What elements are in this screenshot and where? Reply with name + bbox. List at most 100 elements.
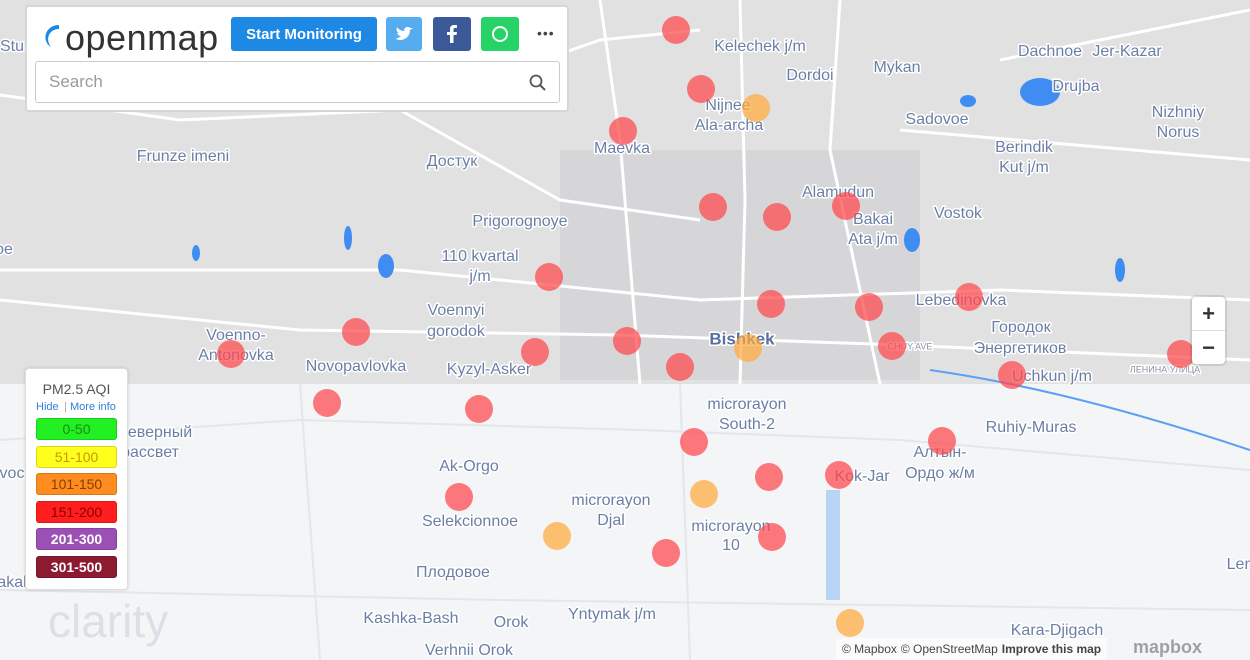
river (929, 369, 1250, 451)
facebook-glyph (447, 25, 457, 43)
sensor-marker[interactable] (543, 522, 571, 550)
place-label: Достук (427, 153, 478, 170)
sensor-marker[interactable] (755, 463, 783, 491)
sensor-marker[interactable] (855, 293, 883, 321)
start-monitoring-button[interactable]: Start Monitoring (231, 17, 377, 51)
place-label: Kyzyl-Asker (447, 361, 532, 378)
search-icon[interactable] (529, 74, 547, 92)
place-label: Ala-archa (695, 117, 764, 134)
sensor-marker[interactable] (742, 94, 770, 122)
sensor-marker[interactable] (662, 16, 690, 44)
whatsapp-glyph (492, 26, 508, 42)
roads-faded (0, 383, 1250, 660)
sensor-marker[interactable] (734, 334, 762, 362)
road (999, 8, 1250, 62)
sensor-marker[interactable] (313, 389, 341, 417)
search-placeholder: Search (49, 72, 103, 91)
zoom-out[interactable]: − (1202, 334, 1215, 360)
sensor-markers (217, 16, 1195, 637)
sensor-marker[interactable] (699, 193, 727, 221)
place-label: Плодовое (416, 564, 490, 581)
place-label: Энергетиков (974, 340, 1067, 357)
lake (344, 226, 352, 250)
mapbox-logo[interactable]: mapbox (1133, 637, 1203, 657)
sensor-marker[interactable] (836, 609, 864, 637)
whatsapp-button[interactable] (481, 17, 519, 51)
place-label: Kelechek j/m (714, 38, 806, 55)
place-label: Yntymak j/m (568, 606, 656, 623)
logo-text: openmap (65, 17, 219, 58)
road (399, 108, 701, 222)
legend-range: 301-500 (36, 556, 117, 578)
sensor-marker[interactable] (763, 203, 791, 231)
sensor-marker[interactable] (535, 263, 563, 291)
place-label: Verhnii Orok (425, 642, 514, 659)
lake (192, 245, 200, 261)
facebook-button[interactable] (433, 17, 471, 51)
attribution-improve[interactable]: Improve this map (1001, 642, 1102, 656)
legend-title: PM2.5 AQI (42, 381, 111, 397)
more-menu[interactable]: ••• (537, 25, 555, 41)
sensor-marker[interactable] (928, 427, 956, 455)
sensor-marker[interactable] (680, 428, 708, 456)
sensor-marker[interactable] (613, 327, 641, 355)
place-label: Mykan (873, 59, 920, 76)
sensor-marker[interactable] (609, 117, 637, 145)
place-label: Ордо ж/м (905, 465, 975, 482)
search-glyph (529, 74, 543, 88)
logo-shape (45, 25, 59, 47)
legend-hide[interactable]: Hide (36, 401, 59, 413)
search-box[interactable]: Search (35, 61, 560, 103)
sensor-marker[interactable] (445, 483, 473, 511)
legend-range: 51-100 (36, 445, 117, 468)
place-label: 10 (722, 537, 740, 554)
sensor-marker[interactable] (342, 318, 370, 346)
place-label: j/m (468, 268, 490, 285)
header-card: openmap Start Monitoring ••• Search (25, 5, 569, 112)
sensor-marker[interactable] (465, 395, 493, 423)
sensor-marker[interactable] (217, 340, 245, 368)
place-label: Novopavlovka (306, 358, 407, 375)
legend-more-info[interactable]: More info (70, 401, 116, 413)
lake (904, 228, 920, 252)
twitter-icon (396, 27, 413, 40)
place-label: рассвет (121, 444, 179, 461)
place-label: voc (0, 465, 24, 482)
place-label: Voennyi (428, 302, 485, 319)
sensor-marker[interactable] (690, 480, 718, 508)
sensor-marker[interactable] (652, 539, 680, 567)
place-label: Sadovoe (905, 111, 968, 128)
sensor-marker[interactable] (521, 338, 549, 366)
sensor-marker[interactable] (825, 461, 853, 489)
place-label: Drujba (1052, 78, 1099, 95)
attribution-mapbox[interactable]: © Mapbox (842, 642, 897, 656)
place-label: Nijnee (705, 97, 750, 114)
place-label: Norus (1157, 124, 1200, 141)
place-label: Vostok (934, 205, 983, 222)
sensor-marker[interactable] (878, 332, 906, 360)
twitter-button[interactable] (386, 17, 422, 51)
sensor-marker[interactable] (666, 353, 694, 381)
facebook-icon (447, 25, 457, 43)
place-label: Djal (597, 512, 625, 529)
reservoir (826, 490, 840, 600)
sensor-marker[interactable] (757, 290, 785, 318)
place-label: microrayon (707, 396, 786, 413)
place-label: South-2 (719, 416, 775, 433)
place-label: Maevka (594, 140, 650, 157)
sensor-marker[interactable] (998, 361, 1026, 389)
water (44, 37, 1125, 282)
place-label: Ata j/m (848, 231, 898, 248)
lake (378, 254, 394, 278)
sensor-marker[interactable] (1167, 340, 1195, 368)
sensor-marker[interactable] (687, 75, 715, 103)
zoom-in[interactable]: + (1192, 297, 1225, 331)
road-label: ЛЕНИНА УЛИЦА (1130, 364, 1200, 374)
attribution-osm[interactable]: © OpenStreetMap (900, 642, 998, 656)
sensor-marker[interactable] (955, 283, 983, 311)
sensor-marker[interactable] (832, 192, 860, 220)
place-label: gorodok (427, 323, 486, 340)
sensor-marker[interactable] (758, 523, 786, 551)
legend-range: 151-200 (36, 500, 117, 523)
